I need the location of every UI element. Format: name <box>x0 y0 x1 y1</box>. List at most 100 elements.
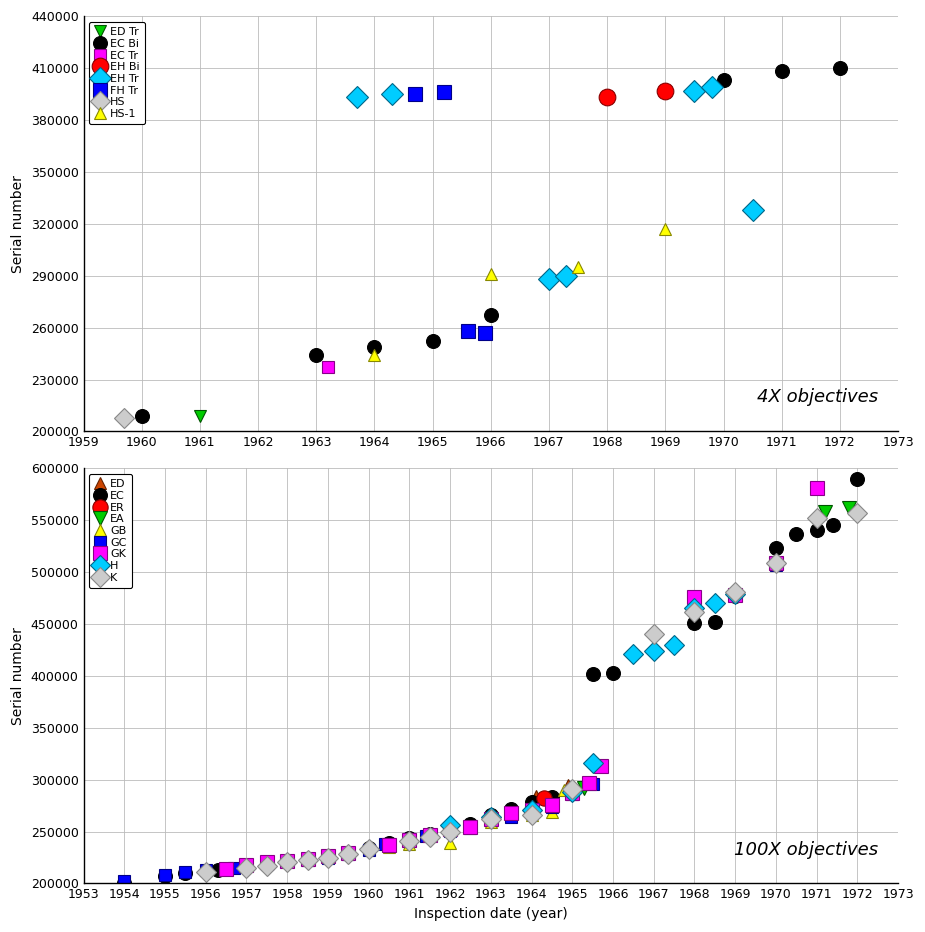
GK <box>240 859 252 870</box>
EH Tr <box>543 274 554 285</box>
GC <box>159 870 170 881</box>
Line: EC Bi: EC Bi <box>135 62 847 423</box>
K <box>771 557 782 569</box>
GB <box>404 839 415 850</box>
GK <box>771 557 782 569</box>
Line: EH Bi: EH Bi <box>598 82 673 105</box>
Text: 100X objectives: 100X objectives <box>734 841 878 858</box>
EC <box>587 668 598 679</box>
H <box>486 812 497 823</box>
K <box>200 867 211 878</box>
FH Tr <box>479 327 490 338</box>
EC <box>384 837 395 848</box>
EC <box>213 864 224 875</box>
EC <box>425 828 436 839</box>
EC Bi <box>486 309 497 321</box>
GC <box>445 825 456 836</box>
H <box>587 758 598 769</box>
GC <box>200 864 211 875</box>
K <box>425 831 436 843</box>
GC <box>567 788 578 800</box>
GK <box>302 853 313 864</box>
EC <box>281 855 292 866</box>
GC <box>118 876 130 887</box>
GK <box>342 848 353 859</box>
GC <box>281 855 292 866</box>
GK <box>486 814 497 825</box>
GK <box>526 804 537 816</box>
EC <box>506 803 517 815</box>
EC Bi <box>601 92 612 103</box>
Line: H: H <box>443 587 742 832</box>
K <box>689 607 700 618</box>
GC <box>261 858 272 870</box>
GC <box>404 833 415 844</box>
EC <box>811 525 822 536</box>
GK <box>730 589 741 600</box>
EC <box>771 542 782 554</box>
EC <box>261 857 272 869</box>
GK <box>689 591 700 602</box>
H <box>526 804 537 816</box>
EC Bi <box>718 75 729 86</box>
EH Bi <box>660 85 671 96</box>
K <box>302 854 313 865</box>
H <box>567 787 578 798</box>
GK <box>583 777 594 788</box>
HS-1 <box>660 224 671 235</box>
ED <box>530 790 541 802</box>
GC <box>506 812 517 823</box>
H <box>709 597 721 609</box>
Legend: ED, EC, ER, EA, GB, GC, GK, H, K: ED, EC, ER, EA, GB, GC, GK, H, K <box>89 473 132 588</box>
EH Bi <box>601 92 612 103</box>
EC <box>709 616 721 627</box>
FH Tr <box>438 87 450 98</box>
GB <box>364 843 375 855</box>
FH Tr <box>410 89 421 100</box>
K <box>445 826 456 837</box>
Text: 4X objectives: 4X objectives <box>757 389 878 406</box>
EC <box>852 473 863 484</box>
K <box>281 857 292 868</box>
EC Bi <box>369 341 380 352</box>
ED <box>562 779 574 790</box>
EC Bi <box>136 410 147 421</box>
H <box>689 603 700 614</box>
GK <box>811 482 822 493</box>
GK <box>384 840 395 851</box>
GC <box>322 852 333 863</box>
GK <box>445 824 456 835</box>
EH Tr <box>747 204 758 215</box>
GB <box>547 806 558 817</box>
EC Bi <box>543 274 554 285</box>
GB <box>445 837 456 848</box>
EC <box>240 860 252 871</box>
EH Tr <box>561 270 572 281</box>
K <box>852 507 863 518</box>
Line: K: K <box>199 506 864 879</box>
H <box>648 645 660 656</box>
Line: ED: ED <box>529 778 574 802</box>
EC <box>322 851 333 862</box>
GC <box>364 844 375 856</box>
EC <box>791 528 802 540</box>
K <box>342 849 353 860</box>
Line: EC: EC <box>117 472 864 890</box>
K <box>526 809 537 820</box>
K <box>364 843 375 855</box>
EC <box>689 617 700 628</box>
K <box>404 835 415 846</box>
K <box>811 513 822 524</box>
GC <box>420 830 431 842</box>
Legend: ED Tr, EC Bi, EC Tr, EH Bi, EH Tr, FH Tr, HS, HS-1: ED Tr, EC Bi, EC Tr, EH Bi, EH Tr, FH Tr… <box>89 21 145 125</box>
EC <box>364 843 375 854</box>
EC <box>159 870 170 882</box>
Y-axis label: Serial number: Serial number <box>11 627 25 725</box>
EC <box>465 818 476 829</box>
Line: FH Tr: FH Tr <box>408 86 492 340</box>
EC <box>827 520 838 531</box>
GC <box>240 859 252 870</box>
EC Bi <box>311 350 322 361</box>
EC <box>342 849 353 860</box>
GK <box>220 863 231 874</box>
